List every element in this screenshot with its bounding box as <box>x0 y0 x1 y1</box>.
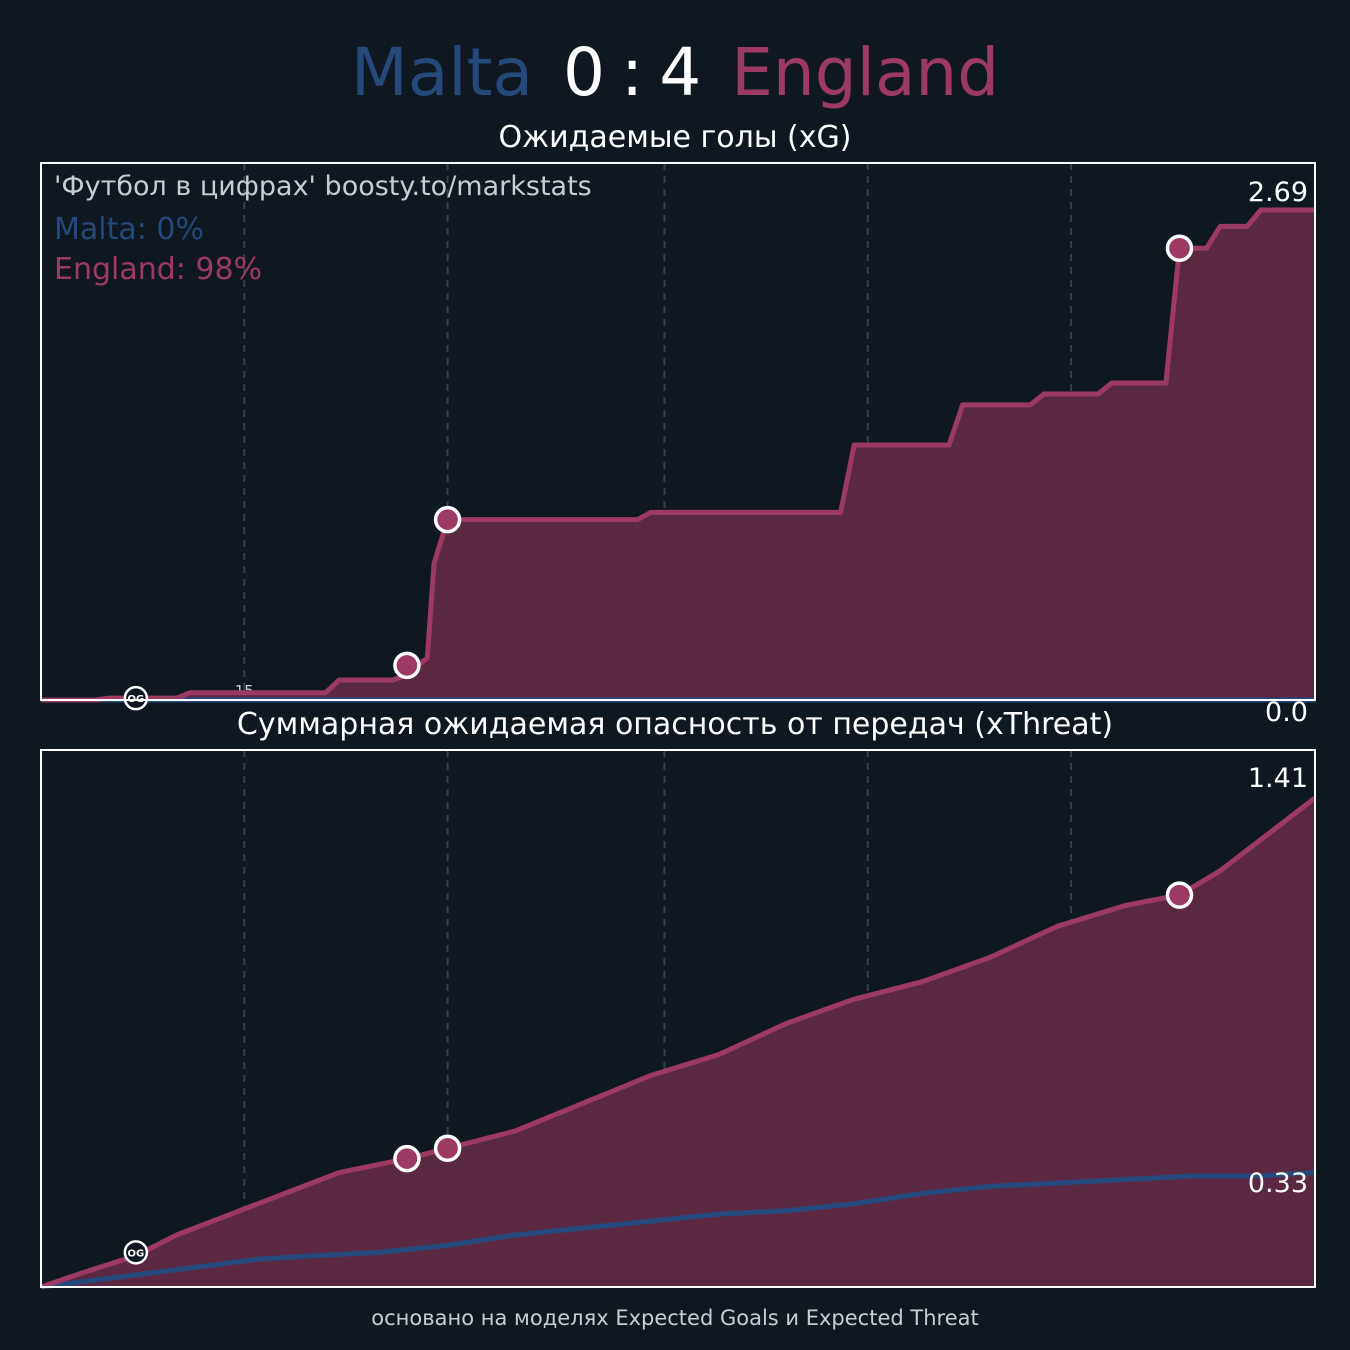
xg-away-area <box>41 210 1315 700</box>
xg-goal-marker <box>393 651 421 680</box>
xthreat-home-line <box>40 1170 1316 1290</box>
xg-away-line <box>41 207 1315 703</box>
xthreat-top-value-label: 1.41 <box>1247 763 1308 794</box>
xthreat-away-area <box>41 798 1315 1287</box>
xg-bottom-value-label: 0.0 <box>1265 697 1308 728</box>
footer-note: основано на моделях Expected Goals и Exp… <box>371 1306 979 1330</box>
xthreat-plot-frame <box>40 749 1316 1288</box>
xg-own-goal-marker <box>123 685 149 711</box>
xthreat-own-goal-marker <box>123 1240 149 1265</box>
home-score: 0 <box>562 33 605 111</box>
xthreat-home-end-value-label: 0.33 <box>1247 1168 1308 1199</box>
match-header: Malta 0 : 4 England <box>0 22 1350 122</box>
xthreat-goal-marker <box>1165 881 1194 909</box>
xg-chart-title: Ожидаемые голы (xG) <box>498 120 852 155</box>
xg-plot-frame <box>40 162 1316 701</box>
xthreat-goal-marker <box>393 1144 421 1173</box>
xthreat-chart-title: Суммарная ожидаемая опасность от передач… <box>236 707 1114 742</box>
away-team-name: England <box>731 33 1000 111</box>
xg-goal-marker <box>433 505 462 534</box>
xthreat-own-goal-label: OG <box>128 1248 145 1259</box>
home-win-probability: Malta: 0% <box>54 212 204 247</box>
away-score: 4 <box>659 33 702 111</box>
away-win-probability: England: 98% <box>54 252 263 287</box>
credit-text: 'Футбол в цифрах' boosty.to/markstats <box>54 171 592 202</box>
score-separator: : <box>620 33 644 111</box>
home-team-name: Malta <box>350 33 533 111</box>
xg-top-value-label: 2.69 <box>1247 177 1308 208</box>
xthreat-goal-marker <box>433 1134 462 1163</box>
xg-goal-marker <box>1165 234 1194 263</box>
